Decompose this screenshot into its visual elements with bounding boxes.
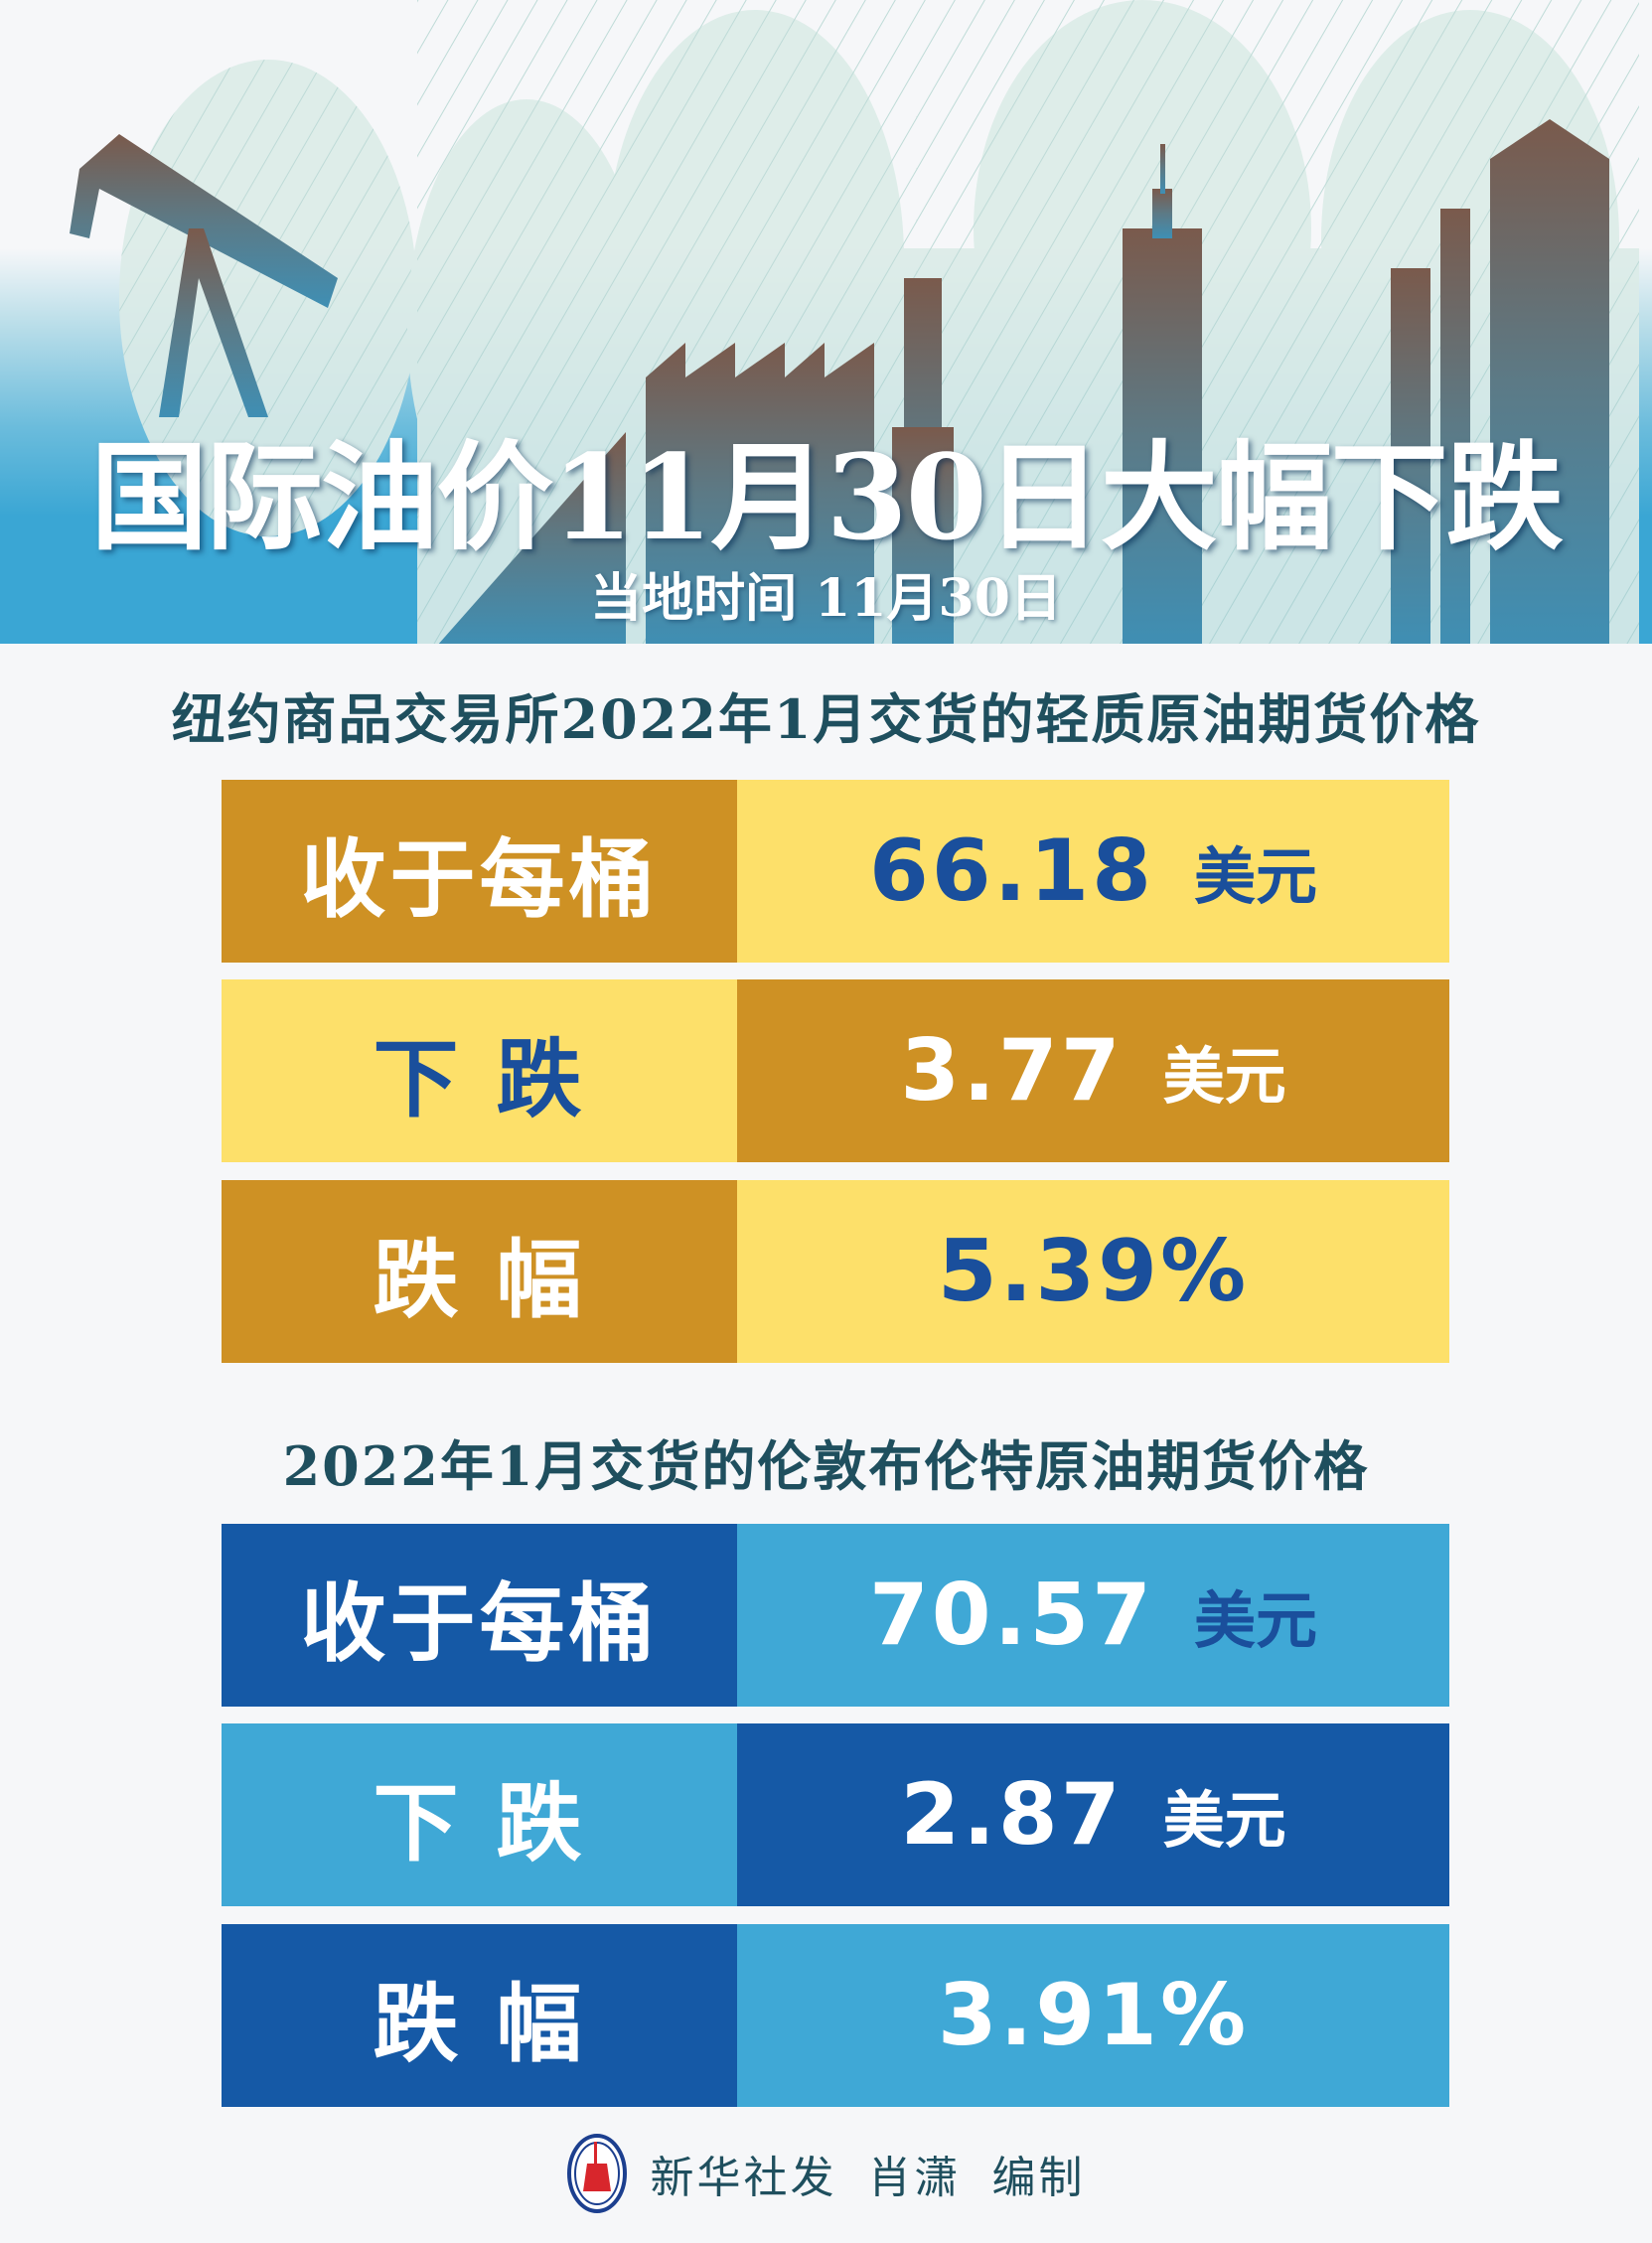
wti-section-title: 纽约商品交易所2022年1月交货的轻质原油期货价格: [171, 687, 1481, 751]
row-label: 收于每桶: [222, 780, 737, 963]
row-label: 收于每桶: [222, 1524, 737, 1707]
oil-industry-skyline-illustration: [70, 0, 1639, 644]
page-subtitle: 当地时间 11月30日: [590, 568, 1062, 629]
header-banner: 国际油价11月30日大幅下跌 当地时间 11月30日: [0, 0, 1652, 644]
xinhua-logo-icon: [566, 2133, 627, 2213]
brent-row-drop: 下 跌 2.87 美元: [222, 1723, 1449, 1906]
row-unit: 美元: [1194, 1584, 1318, 1657]
brent-section-title: 2022年1月交货的伦敦布伦特原油期货价格: [282, 1434, 1370, 1498]
row-unit: 美元: [1162, 1784, 1286, 1857]
row-label: 下 跌: [222, 1723, 737, 1906]
footer: 新华社发 肖潇 编制: [0, 2131, 1652, 2215]
wti-row-percent: 跌 幅 5.39%: [222, 1180, 1449, 1363]
row-value: 3.77: [900, 1021, 1124, 1121]
row-unit: 美元: [1194, 840, 1318, 913]
row-value: 3.91%: [937, 1966, 1250, 2065]
row-label: 跌 幅: [222, 1924, 737, 2107]
page-title: 国际油价11月30日大幅下跌: [90, 428, 1563, 566]
footer-credit: 新华社发 肖潇 编制: [650, 2152, 1086, 2203]
row-value: 70.57: [868, 1566, 1154, 1665]
brent-row-percent: 跌 幅 3.91%: [222, 1924, 1449, 2107]
row-label: 下 跌: [222, 979, 737, 1162]
row-value: 66.18: [868, 822, 1154, 921]
wti-row-close: 收于每桶 66.18 美元: [222, 780, 1449, 963]
row-label: 跌 幅: [222, 1180, 737, 1363]
brent-row-close: 收于每桶 70.57 美元: [222, 1524, 1449, 1707]
row-unit: 美元: [1162, 1040, 1286, 1113]
wti-row-drop: 下 跌 3.77 美元: [222, 979, 1449, 1162]
row-value: 5.39%: [937, 1222, 1250, 1321]
row-value: 2.87: [900, 1765, 1124, 1865]
